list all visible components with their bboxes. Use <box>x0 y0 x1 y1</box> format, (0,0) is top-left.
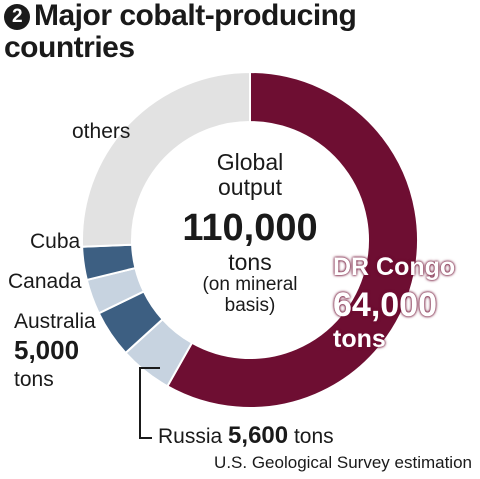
basis-note-2: basis) <box>224 295 276 316</box>
label-others: others <box>72 120 131 143</box>
label-congo-unit: tons <box>333 325 386 353</box>
label-australia-value: 5,000 <box>14 335 80 365</box>
chart-title: 2 Major cobalt-producing countries <box>4 0 357 64</box>
label-russia: Russia 5,600 tons <box>158 422 334 449</box>
russia-name: Russia <box>158 425 223 448</box>
title-number-badge: 2 <box>4 4 30 30</box>
russia-leader-line <box>139 367 160 439</box>
center-line-2: output <box>218 174 282 200</box>
total-value: 110,000 <box>182 207 318 249</box>
donut-slices <box>81 70 419 409</box>
label-canada: Canada <box>8 270 82 293</box>
total-unit: tons <box>228 249 272 275</box>
slice-others <box>81 70 251 248</box>
center-label: Global output 110,000 tons (on mineral b… <box>150 149 350 317</box>
basis-note-1: (on mineral <box>202 274 298 295</box>
label-australia: Australia <box>14 310 96 333</box>
label-australia-unit: tons <box>14 368 54 391</box>
source-note: U.S. Geological Survey estimation <box>214 453 472 472</box>
slice-dr-congo <box>166 70 419 409</box>
label-congo-value: 64,000 <box>333 286 437 324</box>
label-cuba: Cuba <box>30 230 81 253</box>
title-text-1: Major cobalt-producing <box>34 0 357 32</box>
russia-value: 5,600 <box>228 422 289 449</box>
russia-unit: tons <box>293 425 334 448</box>
title-line-1: 2 Major cobalt-producing <box>4 0 357 32</box>
title-line-2: countries <box>4 31 135 64</box>
center-line-1: Global <box>216 149 284 175</box>
label-congo: DR Congo <box>333 253 456 281</box>
